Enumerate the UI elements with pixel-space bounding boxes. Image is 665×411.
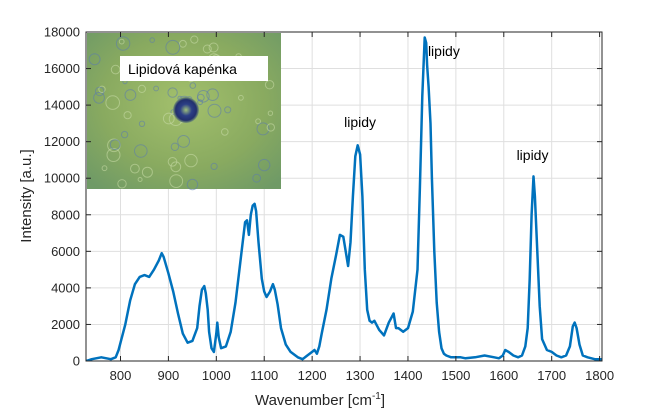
- cell-outline: [149, 37, 155, 43]
- y-tick-label: 14000: [44, 98, 80, 113]
- cell-outline: [197, 99, 204, 106]
- x-tick-label: 1000: [202, 368, 231, 383]
- cell-outline: [162, 112, 175, 125]
- cell-outline: [138, 120, 146, 128]
- plot-frame: [85, 31, 603, 362]
- cell-outline: [170, 142, 180, 152]
- peak-annotation: lipidy: [428, 43, 460, 59]
- spectrum-line: [86, 36, 602, 361]
- cell-outline: [130, 163, 140, 174]
- cell-outline: [141, 166, 153, 178]
- cell-outline: [153, 85, 160, 92]
- x-tick-label: 1600: [489, 368, 518, 383]
- cell-outline: [94, 86, 105, 97]
- cell-outline: [124, 89, 137, 101]
- x-tick-label: 900: [158, 368, 180, 383]
- cell-outline: [177, 135, 191, 148]
- cell-outline: [189, 82, 197, 89]
- cell-outline: [207, 103, 222, 118]
- y-tick-label: 18000: [44, 25, 80, 40]
- cell-outline: [179, 39, 187, 48]
- y-tick-label: 6000: [51, 244, 80, 259]
- inset-label-box: [120, 56, 268, 81]
- y-tick-label: 2000: [51, 317, 80, 332]
- x-tick-label: 800: [110, 368, 132, 383]
- series-layer: [86, 36, 602, 361]
- cell-outline: [208, 42, 219, 53]
- cell-outline: [202, 44, 212, 54]
- x-tick-label: 1200: [298, 368, 327, 383]
- cell-outline: [258, 158, 271, 172]
- cell-outline: [118, 38, 125, 45]
- y-tick-label: 10000: [44, 171, 80, 186]
- cell-outline: [167, 87, 178, 98]
- x-tick-label: 1100: [250, 368, 278, 383]
- x-tick-label: 1500: [441, 368, 470, 383]
- cell-outline: [117, 179, 127, 189]
- cell-outline: [186, 178, 199, 191]
- x-tick-label: 1300: [346, 368, 375, 383]
- inset-label: Lipidová kapénka: [128, 61, 237, 77]
- cell-outline: [109, 139, 121, 151]
- y-tick-label: 12000: [44, 134, 80, 149]
- cell-outline: [224, 106, 232, 114]
- cell-outline: [252, 173, 262, 183]
- y-axis-title: Intensity [a.u.]: [18, 149, 35, 242]
- cell-outline: [101, 165, 108, 172]
- cell-outline: [110, 64, 121, 75]
- y-tick-label: 16000: [44, 61, 80, 76]
- cell-outline: [190, 35, 199, 44]
- cell-outline: [137, 177, 143, 182]
- cell-outline: [255, 118, 262, 125]
- cell-outline: [169, 174, 184, 189]
- cell-outline: [266, 123, 275, 132]
- cell-outline: [106, 148, 121, 162]
- y-tick-label: 0: [73, 354, 80, 369]
- lipid-droplet: [173, 97, 199, 123]
- cell-outline: [137, 84, 146, 94]
- annotations: lipidy lipidy lipidy: [344, 43, 548, 163]
- cell-outline: [264, 80, 275, 90]
- cell-outline: [206, 88, 219, 101]
- cell-outline: [221, 128, 229, 136]
- cell-outline: [238, 94, 244, 101]
- axis-ticks: 800 900 1000 1100 1200 1300 1400 1500 1600 1700 18…: [44, 25, 614, 384]
- cell-outline: [184, 153, 198, 168]
- y-tick-label: 4000: [51, 280, 80, 295]
- microscope-inset-image: Lipidová kapénka: [87, 33, 281, 191]
- cell-outline: [170, 161, 182, 173]
- cell-outline: [123, 111, 132, 120]
- y-tick-label: 8000: [51, 207, 80, 222]
- peak-annotation: lipidy: [344, 114, 376, 130]
- cell-outline: [120, 130, 129, 139]
- cell-outline: [165, 39, 181, 55]
- peak-annotation: lipidy: [517, 147, 549, 163]
- cell-outline: [134, 144, 148, 158]
- x-tick-label: 1400: [394, 368, 423, 383]
- cell-outline: [88, 53, 101, 66]
- cell-outline: [115, 36, 131, 51]
- cell-outline: [267, 110, 274, 116]
- x-tick-label: 1800: [585, 368, 614, 383]
- cell-outline: [197, 90, 210, 103]
- cell-outline: [256, 122, 270, 136]
- cell-outline: [98, 85, 106, 94]
- x-tick-label: 1700: [537, 368, 566, 383]
- cell-outline: [210, 162, 218, 170]
- x-axis-title: Wavenumber [cm-1]: [255, 391, 385, 409]
- cell-outline: [93, 91, 105, 104]
- cell-outline: [105, 95, 120, 110]
